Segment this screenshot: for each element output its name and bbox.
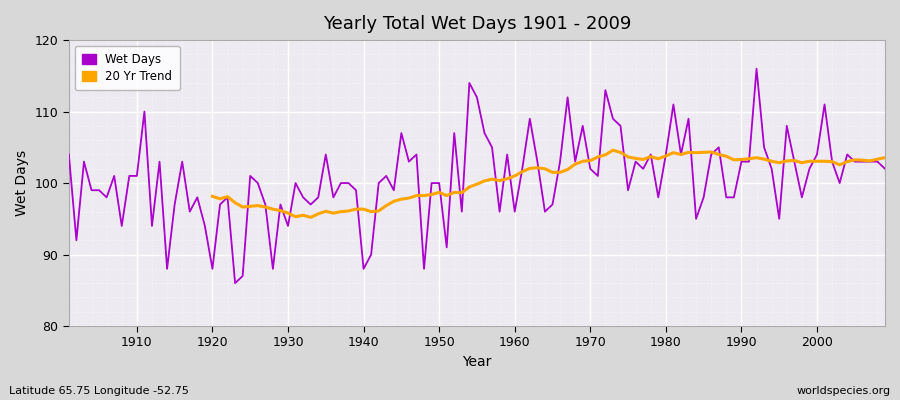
20 Yr Trend [418, 193, 429, 198]
20 Yr Trend [781, 158, 792, 163]
Wet Days [879, 166, 890, 171]
Y-axis label: Wet Days: Wet Days [15, 150, 29, 216]
Line: 20 Yr Trend: 20 Yr Trend [212, 150, 885, 217]
20 Yr Trend [690, 150, 701, 155]
20 Yr Trend [879, 155, 890, 160]
Text: Latitude 65.75 Longitude -52.75: Latitude 65.75 Longitude -52.75 [9, 386, 189, 396]
Wet Days [230, 281, 240, 286]
Title: Yearly Total Wet Days 1901 - 2009: Yearly Total Wet Days 1901 - 2009 [323, 15, 631, 33]
Wet Days [509, 209, 520, 214]
20 Yr Trend [305, 215, 316, 220]
Wet Days [298, 195, 309, 200]
Wet Days [124, 174, 135, 178]
20 Yr Trend [298, 213, 309, 218]
X-axis label: Year: Year [463, 355, 491, 369]
Wet Days [63, 152, 74, 157]
Legend: Wet Days, 20 Yr Trend: Wet Days, 20 Yr Trend [75, 46, 179, 90]
20 Yr Trend [608, 148, 618, 152]
20 Yr Trend [865, 158, 876, 163]
Wet Days [343, 181, 354, 186]
Wet Days [752, 66, 762, 71]
Wet Days [517, 166, 527, 171]
20 Yr Trend [207, 194, 218, 199]
Wet Days [608, 116, 618, 121]
20 Yr Trend [796, 160, 807, 165]
Line: Wet Days: Wet Days [68, 69, 885, 283]
Text: worldspecies.org: worldspecies.org [796, 386, 891, 396]
